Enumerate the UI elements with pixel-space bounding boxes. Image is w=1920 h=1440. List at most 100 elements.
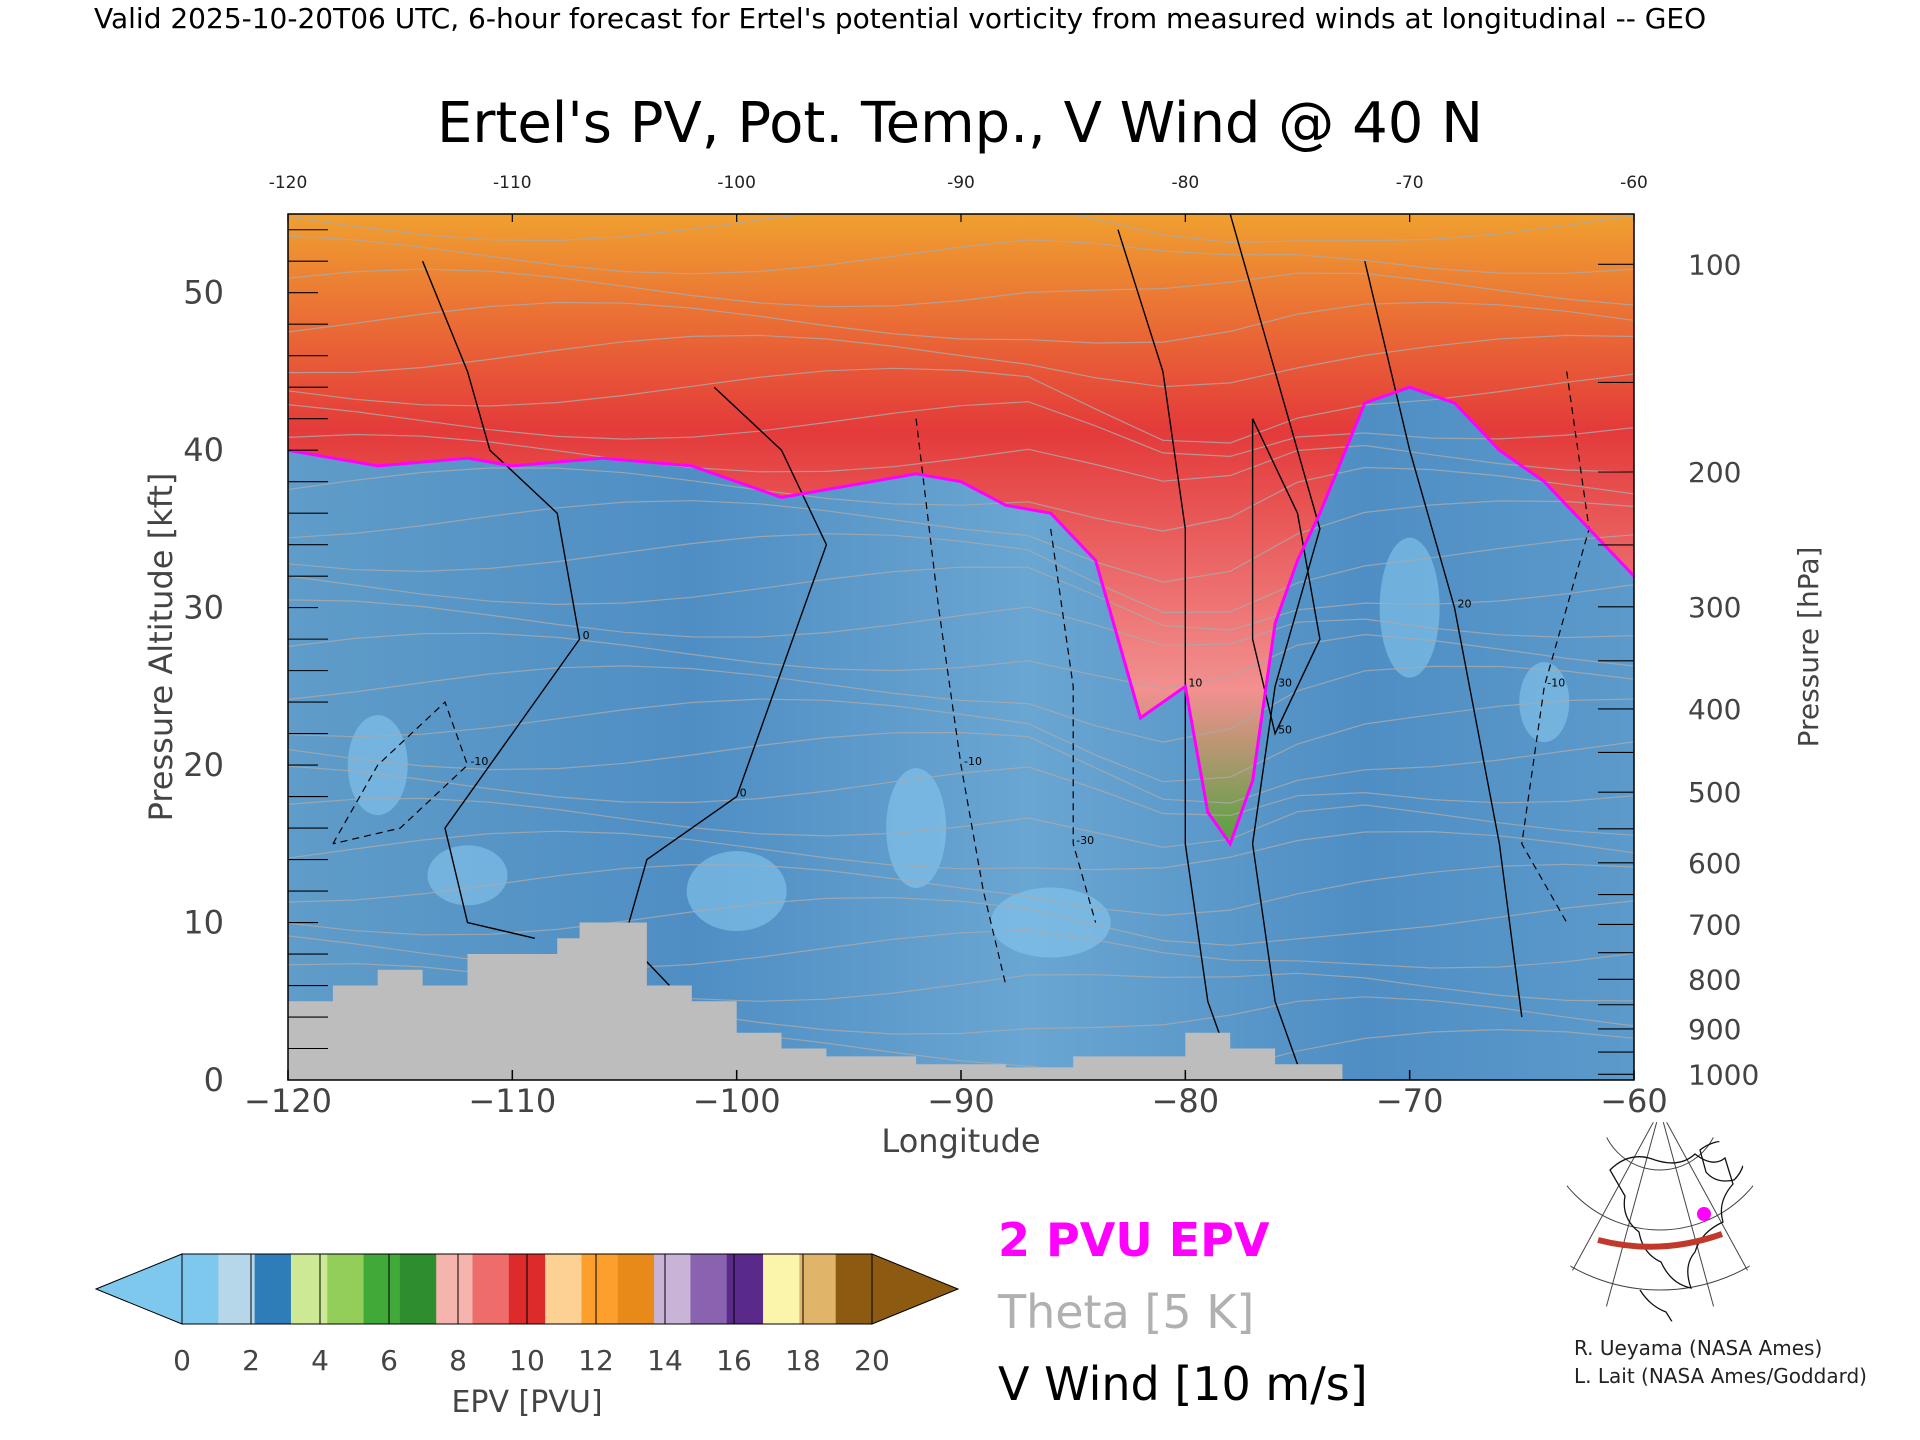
v-wind-contour	[1364, 261, 1523, 1018]
location-marker	[1697, 1207, 1711, 1221]
v-wind-contour-dashed	[915, 418, 1007, 986]
y-tick-label: 50	[183, 274, 224, 312]
colorbar-segment	[327, 1254, 365, 1324]
colorbar-tick-label: 18	[785, 1344, 821, 1377]
theta-contour	[288, 268, 1634, 308]
theta-contour	[288, 301, 1634, 344]
x-tick-top-label: -120	[269, 173, 308, 193]
x-tick-label: −60	[1600, 1082, 1668, 1120]
y-axis-left-label: Pressure Altitude [kft]	[142, 473, 180, 822]
colorbar-tick-label: 10	[509, 1344, 545, 1377]
y-tick-right-label: 500	[1688, 776, 1741, 809]
credit-line-1: R. Ueyama (NASA Ames)	[1574, 1336, 1822, 1360]
y-axis-left: 0 10 20 30 40 50	[183, 229, 328, 1099]
colorbar-segment	[654, 1254, 691, 1324]
theta-contour	[288, 566, 1634, 631]
x-tick-label: −80	[1152, 1082, 1220, 1120]
colorbar-segment	[581, 1254, 619, 1324]
theta-contour	[288, 665, 1634, 743]
colorbar-segment	[835, 1254, 873, 1324]
low-pv-patch	[1379, 537, 1440, 678]
y-tick-right-label: 200	[1688, 456, 1741, 489]
x-tick-top-label: -90	[947, 173, 975, 193]
legend-vwind: V Wind [10 m/s]	[998, 1357, 1368, 1411]
colorbar-tick-label: 6	[380, 1344, 398, 1377]
x-tick-top-label: -110	[493, 173, 532, 193]
legend-theta: Theta [5 K]	[997, 1285, 1254, 1339]
x-axis: −120 −110 −100 −90 −80 −70 −60	[244, 1070, 1668, 1120]
v-wind-contour	[1251, 418, 1321, 736]
theta-contour	[288, 334, 1634, 388]
inset-globe-map	[1560, 1122, 1760, 1322]
x-tick-label: −70	[1376, 1082, 1444, 1120]
colorbar-tick-label: 2	[242, 1344, 260, 1377]
y-tick-right-label: 900	[1688, 1013, 1741, 1046]
x-axis-top: -120 -110 -100 -90 -80 -70 -60	[269, 173, 1648, 222]
v-wind-contour-label: 30	[1278, 676, 1292, 689]
theta-contour	[288, 797, 1634, 848]
y-tick-right-label: 1000	[1688, 1058, 1759, 1091]
theta-contour	[288, 500, 1634, 583]
colorbar-tick-label: 16	[716, 1344, 752, 1377]
low-pv-patch	[427, 845, 508, 906]
low-pv-patch	[990, 887, 1111, 958]
colorbar-label: EPV [PVU]	[451, 1385, 602, 1420]
v-wind-contour-label: -30	[1076, 834, 1094, 847]
colorbar-segment	[399, 1254, 437, 1324]
v-wind-contour-label: 10	[1188, 676, 1202, 689]
colorbar-segment	[726, 1254, 764, 1324]
x-axis-label: Longitude	[881, 1122, 1040, 1160]
v-wind-contour-label: 0	[583, 629, 590, 642]
v-wind-contour	[1229, 214, 1321, 1065]
theta-contour	[288, 214, 1634, 244]
y-axis-right: 100 200 300 400 500 600 700 800 900 1000	[1598, 248, 1759, 1091]
x-tick-label: −110	[468, 1082, 556, 1120]
theta-contour	[288, 698, 1634, 783]
theta-contour	[288, 731, 1634, 804]
colorbar-segment	[290, 1254, 328, 1324]
theta-contour	[288, 765, 1634, 817]
colorbar-segment	[182, 1254, 219, 1324]
theta-contour	[288, 401, 1634, 458]
x-tick-label: −120	[244, 1082, 332, 1120]
colorbar-tick-label: 8	[449, 1344, 467, 1377]
legend-epv2: 2 PVU EPV	[998, 1213, 1270, 1267]
light-blue-low-pv-patches	[347, 537, 1570, 1055]
low-pv-patch	[686, 851, 787, 932]
v-wind-contour	[421, 260, 581, 939]
colorbar-segment	[472, 1254, 510, 1324]
theta-contour	[288, 863, 1634, 917]
colorbar-segment	[763, 1254, 800, 1324]
chart-title: Ertel's PV, Pot. Temp., V Wind @ 40 N	[437, 91, 1483, 156]
colorbar-segment	[545, 1254, 582, 1324]
theta-contours	[288, 214, 1634, 1079]
v-wind-contour-label: 20	[1458, 598, 1472, 611]
surface-terrain	[288, 922, 1343, 1080]
x-tick-label: −100	[693, 1082, 781, 1120]
y-tick-label: 40	[183, 431, 224, 469]
y-tick-label: 0	[204, 1061, 224, 1099]
y-tick-right-label: 400	[1688, 693, 1741, 726]
x-tick-top-label: -100	[717, 173, 756, 193]
colorbar-tick-label: 20	[854, 1344, 890, 1377]
colorbar-segment	[690, 1254, 728, 1324]
cross-section-track	[1597, 1231, 1724, 1250]
colorbar-tick-label: 0	[173, 1344, 191, 1377]
y-tick-label: 20	[183, 746, 224, 784]
x-tick-top-label: -60	[1620, 173, 1648, 193]
y-tick-right-label: 700	[1688, 908, 1741, 941]
theta-contour	[288, 533, 1634, 614]
colorbar-tick-label: 12	[578, 1344, 614, 1377]
v-wind-contour-label: -10	[1547, 676, 1565, 689]
y-tick-right-label: 800	[1688, 963, 1741, 996]
colorbar-segment	[799, 1254, 837, 1324]
v-wind-contour-label: 50	[1278, 724, 1292, 737]
theta-contour	[288, 466, 1634, 532]
theta-contour	[288, 830, 1634, 871]
v-wind-contour-dashed	[332, 701, 469, 845]
colorbar-low-arrow	[94, 1253, 183, 1325]
colorbar-tick-label: 14	[647, 1344, 683, 1377]
valid-time-header: Valid 2025-10-20T06 UTC, 6-hour forecast…	[94, 2, 1706, 35]
x-tick-top-label: -80	[1171, 173, 1199, 193]
y-axis-right-label: Pressure [hPa]	[1792, 547, 1825, 748]
